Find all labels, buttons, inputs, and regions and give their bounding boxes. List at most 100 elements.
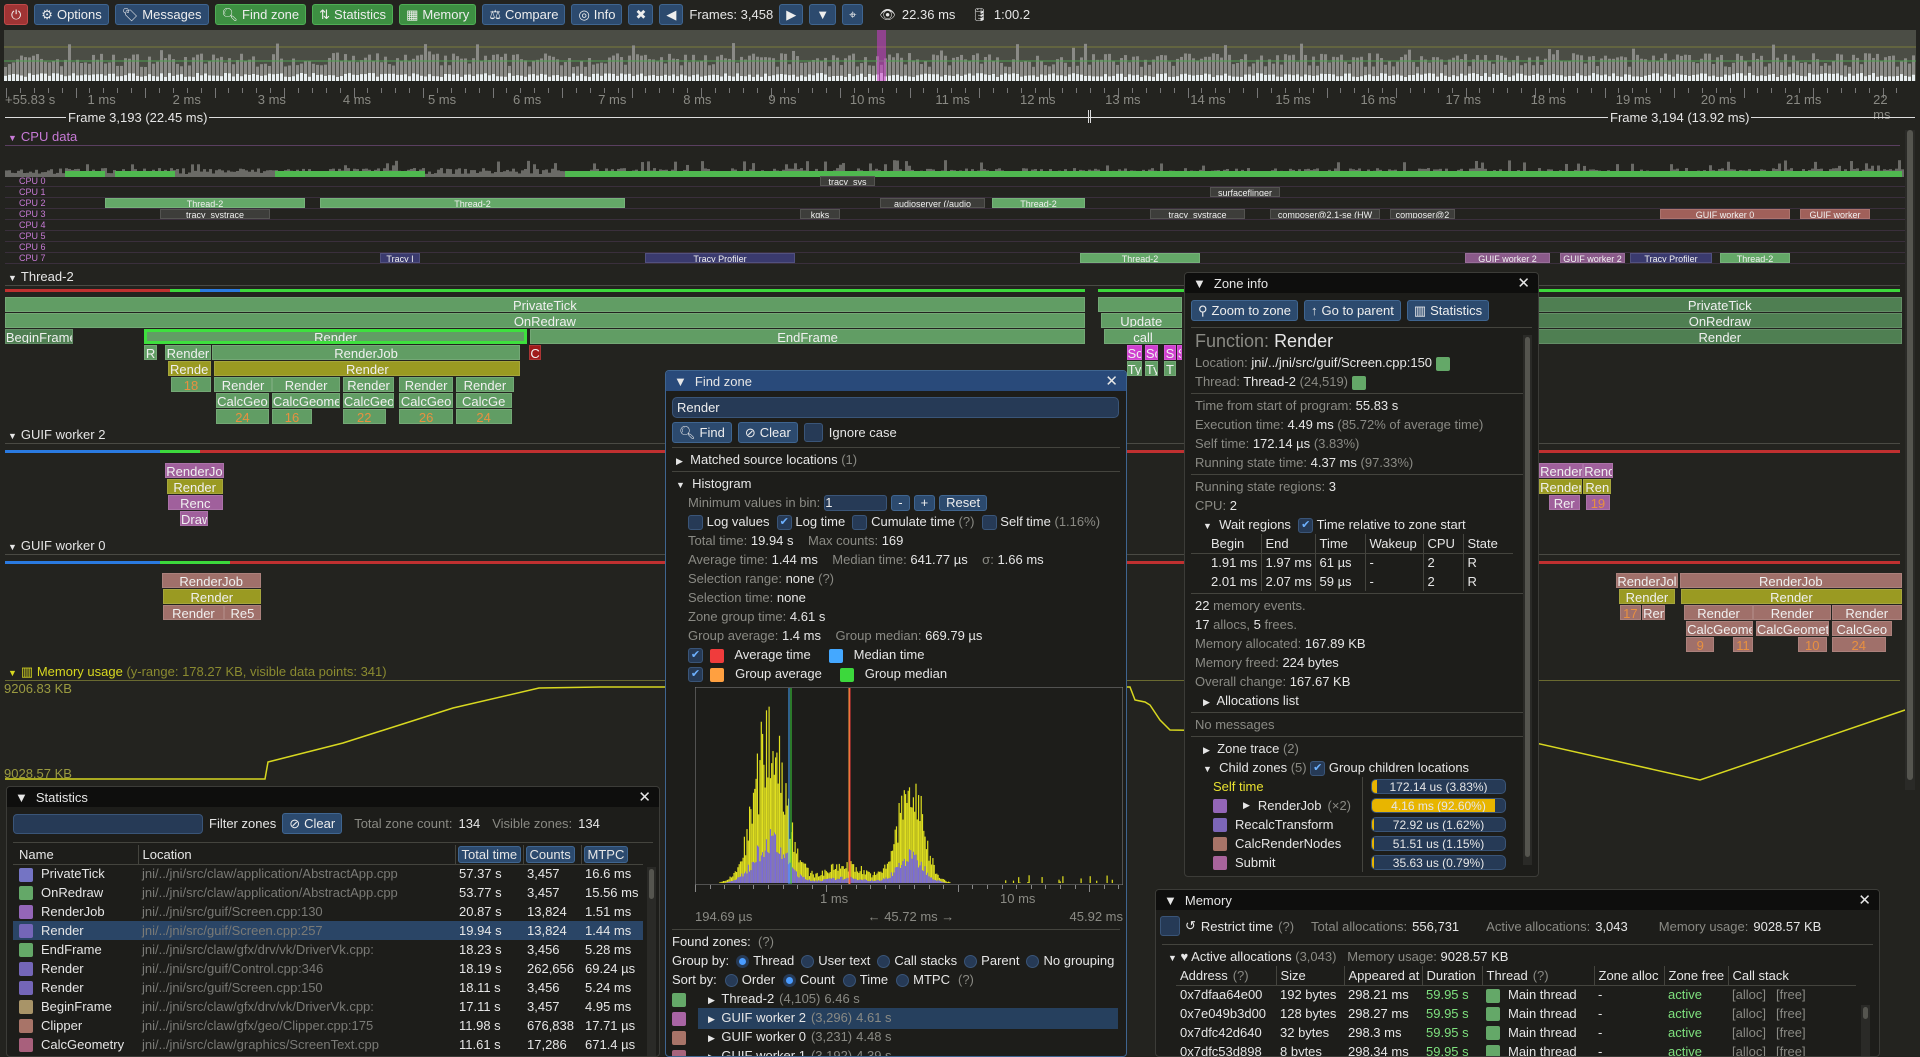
statistics-row[interactable]: PrivateTick jni/../jni/src/claw/applicati… [13,864,643,883]
frame-bar[interactable] [180,66,183,81]
frame-bar[interactable] [1560,60,1563,81]
memory-column-header[interactable]: Appeared at [1343,966,1422,985]
cpu-block[interactable]: composer@2.1-se (HW [1270,209,1380,219]
timeline-zone[interactable]: BeginFrame [4,329,74,344]
timeline-zone[interactable]: C [528,345,542,360]
frame-bar[interactable] [240,53,243,81]
frame-bar[interactable] [1432,57,1435,81]
frame-bar[interactable] [1816,59,1819,81]
frame-bar[interactable] [432,54,435,81]
frame-bar[interactable] [252,56,255,81]
frame-bar[interactable] [1204,56,1207,81]
frame-bar[interactable] [1768,63,1771,81]
frame-bar[interactable] [1212,53,1215,81]
frame-bar[interactable] [604,63,607,81]
frame-bar[interactable] [612,55,615,81]
frame-bar[interactable] [716,56,719,81]
frame-bar[interactable] [44,61,47,81]
frame-bar[interactable] [964,59,967,81]
frame-bar[interactable] [476,44,479,81]
frame-bar[interactable] [944,55,947,81]
timeline-zone[interactable]: RenderJol [1616,573,1678,588]
frame-bar[interactable] [1052,64,1055,81]
frame-bar[interactable] [164,58,167,81]
frame-bar[interactable] [1184,53,1187,81]
frame-bar[interactable] [132,54,135,81]
frame-bar[interactable] [1268,59,1271,81]
frame-bar[interactable] [1712,63,1715,81]
timeline-zone[interactable]: Render [1537,329,1902,344]
frame-bar[interactable] [1672,59,1675,81]
frame-bar[interactable] [1704,53,1707,81]
frame-bar[interactable] [1864,53,1867,81]
wait-region-row[interactable]: 1.91 ms 1.97 ms 61 µs -2 R [1191,553,1513,572]
timeline-zone[interactable] [1098,297,1182,312]
timeline-zone[interactable]: T [1164,361,1176,376]
zone-statistics-button[interactable]: ▥ Statistics [1406,300,1490,321]
frame-bar[interactable] [764,57,767,81]
frame-bar[interactable] [1324,54,1327,81]
child-zones-toggle[interactable]: Child zones [1219,760,1288,775]
frame-bar[interactable] [1084,43,1087,81]
frame-bar[interactable] [544,53,547,81]
go-to-parent-button[interactable]: ↑ Go to parent [1304,300,1401,321]
group-by-radio[interactable] [877,955,891,969]
help-marker[interactable]: (?) [1532,967,1549,983]
timeline-zone[interactable]: CalcGeomet [1755,621,1830,636]
help-marker[interactable]: (?) [958,514,975,529]
frame-bar[interactable] [1100,59,1103,81]
frame-bar[interactable] [1452,57,1455,81]
frame-bar[interactable] [1820,65,1823,81]
frame-bar[interactable] [928,66,931,81]
sort-by-radio[interactable] [724,974,738,988]
frame-bar[interactable] [1172,65,1175,81]
frame-bar[interactable] [1592,55,1595,81]
frame-bar[interactable] [796,56,799,81]
cpu-block[interactable]: Tracy I [380,253,420,263]
timeline-zone[interactable]: CalcGeome [1686,621,1754,636]
frame-bar[interactable] [940,50,943,81]
statistics-row[interactable]: CalcGeometry jni/../jni/src/claw/graphics… [13,1035,643,1054]
group-by-radio[interactable] [736,955,750,969]
frame-bar[interactable] [340,61,343,81]
timeline-zone[interactable]: Render [455,377,515,392]
frame-bar[interactable] [356,62,359,81]
frame-bar[interactable] [288,65,291,81]
frame-bar[interactable] [548,55,551,81]
cpu-block[interactable]: GUIF worker 0 [1660,209,1790,219]
frame-bar[interactable] [1356,57,1359,81]
frame-bar[interactable] [1764,66,1767,81]
frame-bar[interactable] [1244,54,1247,81]
frame-bar[interactable] [1808,64,1811,81]
frame-bar[interactable] [1832,61,1835,81]
frame-bar[interactable] [1364,66,1367,81]
frame-bar[interactable] [1836,53,1839,81]
frame-bar[interactable] [836,57,839,81]
frame-bar[interactable] [456,56,459,81]
frame-bar[interactable] [1120,58,1123,81]
sort-by-radio[interactable] [896,974,910,988]
frame-bar[interactable] [708,65,711,81]
frame-bar[interactable] [1572,53,1575,81]
frame-bar[interactable] [308,61,311,81]
frame-bar[interactable] [784,53,787,81]
frame-bar[interactable] [16,59,19,81]
timeline-zone[interactable]: Render [214,361,521,376]
timeline-zone[interactable]: R [144,345,157,360]
frame-bar[interactable] [1700,58,1703,81]
frame-bar[interactable] [488,59,491,81]
frame-bar[interactable] [1860,64,1863,81]
frame-bar[interactable] [500,56,503,81]
frame-bar[interactable] [1536,56,1539,81]
frame-bar[interactable] [1888,56,1891,81]
memory-usage-header[interactable]: ▼ ▥ Memory usage (y-range: 178.27 KB, vis… [8,664,387,680]
timeline-zone[interactable]: PrivateTick [1537,297,1902,312]
frame-bar[interactable] [644,54,647,81]
frame-bar[interactable] [1292,54,1295,81]
frame-bar[interactable] [1844,65,1847,81]
frame-bar[interactable] [1548,49,1551,81]
frame-bar[interactable] [120,65,123,81]
frame-bar[interactable] [1852,54,1855,81]
frame-bar[interactable] [364,57,367,81]
frame-bar[interactable] [888,54,891,81]
